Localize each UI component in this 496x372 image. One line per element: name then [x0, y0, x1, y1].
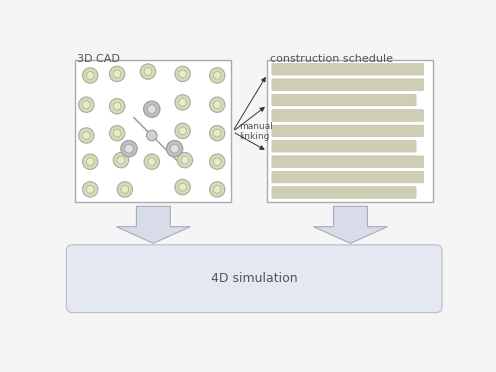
Circle shape	[175, 95, 190, 110]
Text: 4D simulation: 4D simulation	[211, 272, 298, 285]
Circle shape	[79, 97, 94, 112]
Circle shape	[146, 130, 157, 141]
Circle shape	[117, 182, 132, 197]
Circle shape	[121, 186, 128, 193]
FancyBboxPatch shape	[272, 125, 424, 137]
Circle shape	[175, 123, 190, 139]
FancyBboxPatch shape	[272, 110, 424, 121]
Circle shape	[144, 68, 152, 76]
Circle shape	[179, 127, 186, 135]
Text: manual
linking: manual linking	[239, 122, 273, 141]
Circle shape	[86, 158, 94, 166]
Circle shape	[82, 154, 98, 169]
Circle shape	[213, 158, 221, 166]
FancyBboxPatch shape	[267, 60, 433, 202]
Polygon shape	[117, 206, 190, 243]
Polygon shape	[313, 206, 387, 243]
Circle shape	[86, 71, 94, 79]
FancyBboxPatch shape	[272, 79, 424, 90]
Circle shape	[209, 68, 225, 83]
Circle shape	[82, 182, 98, 197]
Circle shape	[209, 182, 225, 197]
Circle shape	[175, 179, 190, 195]
Circle shape	[144, 154, 160, 169]
Circle shape	[166, 141, 183, 157]
Circle shape	[147, 105, 156, 113]
Circle shape	[113, 102, 121, 110]
Circle shape	[82, 68, 98, 83]
Circle shape	[179, 183, 186, 191]
Circle shape	[110, 99, 125, 114]
Circle shape	[179, 70, 186, 78]
Circle shape	[181, 156, 189, 164]
Circle shape	[213, 101, 221, 109]
FancyBboxPatch shape	[272, 187, 416, 198]
Circle shape	[175, 66, 190, 81]
FancyBboxPatch shape	[66, 245, 442, 312]
Circle shape	[79, 128, 94, 143]
FancyBboxPatch shape	[272, 94, 416, 106]
Circle shape	[170, 144, 179, 153]
FancyBboxPatch shape	[75, 60, 231, 202]
Circle shape	[148, 158, 156, 166]
FancyBboxPatch shape	[272, 141, 416, 152]
Circle shape	[121, 141, 137, 157]
Circle shape	[177, 153, 192, 168]
Circle shape	[113, 129, 121, 137]
Circle shape	[213, 186, 221, 193]
Circle shape	[209, 154, 225, 169]
Circle shape	[140, 64, 156, 79]
Circle shape	[110, 66, 125, 81]
FancyBboxPatch shape	[272, 156, 424, 167]
Circle shape	[144, 101, 160, 117]
Circle shape	[179, 99, 186, 106]
Circle shape	[209, 125, 225, 141]
Circle shape	[82, 101, 90, 109]
Circle shape	[82, 132, 90, 140]
Polygon shape	[134, 118, 181, 165]
Circle shape	[124, 144, 133, 153]
Circle shape	[213, 71, 221, 79]
Circle shape	[209, 97, 225, 112]
FancyBboxPatch shape	[272, 171, 424, 183]
Circle shape	[113, 153, 128, 168]
Text: construction schedule: construction schedule	[270, 54, 393, 64]
Circle shape	[213, 129, 221, 137]
Circle shape	[86, 186, 94, 193]
Circle shape	[117, 156, 125, 164]
Circle shape	[113, 70, 121, 78]
Text: 3D CAD: 3D CAD	[77, 54, 120, 64]
Circle shape	[110, 125, 125, 141]
FancyBboxPatch shape	[272, 64, 424, 75]
